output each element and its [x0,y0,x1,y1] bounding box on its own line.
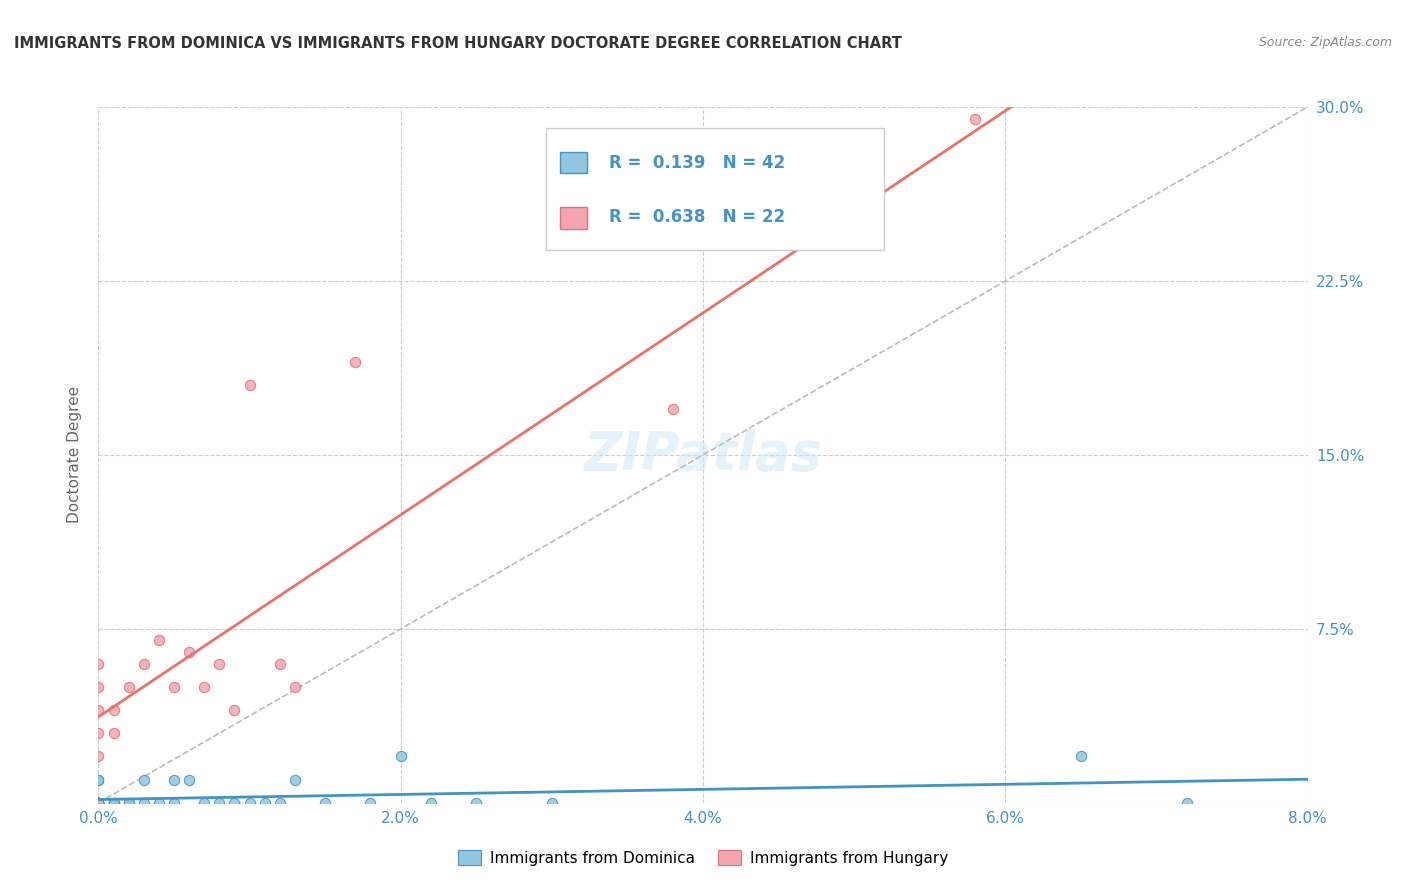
Point [87,680,110,694]
Point [1070,749,1092,764]
FancyBboxPatch shape [561,207,586,229]
Point [132,657,155,671]
Point [103,796,125,810]
Point [179,772,201,787]
Point [87,703,110,717]
Legend: Immigrants from Dominica, Immigrants from Hungary: Immigrants from Dominica, Immigrants fro… [451,844,955,871]
Point [103,796,125,810]
Point [389,749,412,764]
Point [239,796,262,810]
Point [87,796,110,810]
Point [87,796,110,810]
Point [284,772,307,787]
Point [269,657,291,671]
Point [87,796,110,810]
Point [87,796,110,810]
Point [118,796,141,810]
Point [87,796,110,810]
Point [132,772,155,787]
Point [87,749,110,764]
Point [103,703,125,717]
Point [284,680,307,694]
Point [314,796,336,810]
Point [103,796,125,810]
Point [87,796,110,810]
Point [87,796,110,810]
Point [193,796,215,810]
Point [661,401,683,416]
Point [87,796,110,810]
Point [87,796,110,810]
Point [420,796,443,810]
Point [269,796,291,810]
Point [87,796,110,810]
Point [208,657,231,671]
Text: IMMIGRANTS FROM DOMINICA VS IMMIGRANTS FROM HUNGARY DOCTORATE DEGREE CORRELATION: IMMIGRANTS FROM DOMINICA VS IMMIGRANTS F… [14,36,901,51]
Point [540,796,562,810]
Point [224,703,246,717]
Point [163,772,186,787]
Point [163,796,186,810]
Point [87,796,110,810]
Point [118,680,141,694]
Point [87,796,110,810]
Point [87,796,110,810]
Point [965,112,987,126]
Text: Source: ZipAtlas.com: Source: ZipAtlas.com [1258,36,1392,49]
Text: R =  0.139   N = 42: R = 0.139 N = 42 [609,154,785,172]
Point [148,633,170,648]
Point [87,796,110,810]
Point [163,680,186,694]
Point [1175,796,1198,810]
Point [87,772,110,787]
Point [132,796,155,810]
Point [253,796,276,810]
Point [224,796,246,810]
Point [87,657,110,671]
Point [87,726,110,740]
Point [465,796,488,810]
Y-axis label: Doctorate Degree: Doctorate Degree [67,386,83,524]
Point [208,796,231,810]
Point [87,772,110,787]
Point [179,645,201,659]
Point [193,680,215,694]
Text: R =  0.638   N = 22: R = 0.638 N = 22 [609,208,785,226]
FancyBboxPatch shape [561,152,586,173]
Text: ZIPatlas: ZIPatlas [583,429,823,481]
Point [87,796,110,810]
FancyBboxPatch shape [546,128,884,250]
Point [118,796,141,810]
Point [344,355,367,369]
Point [360,796,382,810]
Point [103,726,125,740]
Point [239,378,262,392]
Point [148,796,170,810]
